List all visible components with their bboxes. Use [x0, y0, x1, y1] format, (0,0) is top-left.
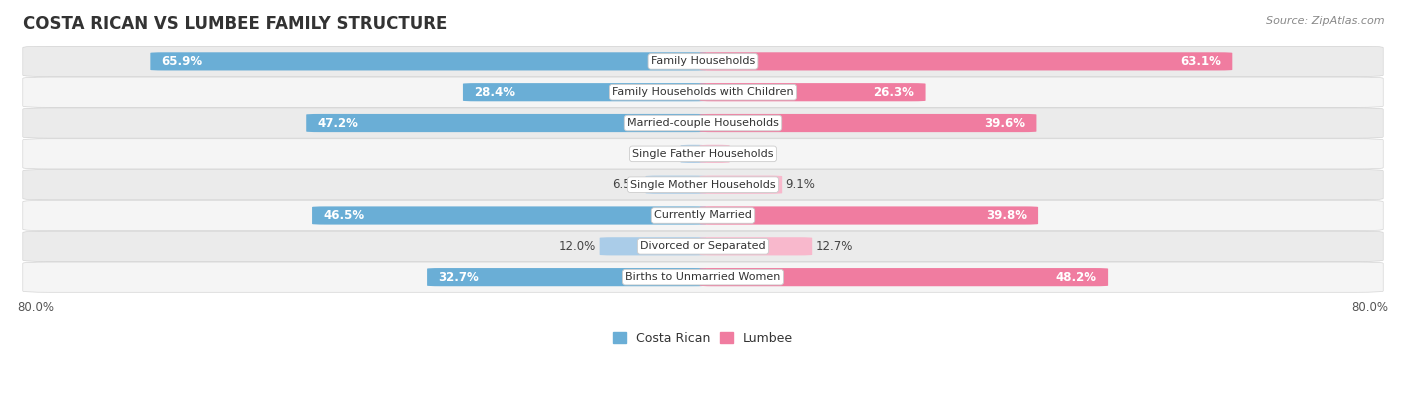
FancyBboxPatch shape	[700, 83, 925, 101]
Text: 48.2%: 48.2%	[1056, 271, 1097, 284]
FancyBboxPatch shape	[681, 145, 706, 163]
Text: 26.3%: 26.3%	[873, 86, 914, 99]
FancyBboxPatch shape	[22, 46, 1384, 77]
FancyBboxPatch shape	[22, 169, 1384, 200]
Text: Divorced or Separated: Divorced or Separated	[640, 241, 766, 251]
Text: Source: ZipAtlas.com: Source: ZipAtlas.com	[1267, 16, 1385, 26]
FancyBboxPatch shape	[22, 77, 1384, 107]
Text: Currently Married: Currently Married	[654, 211, 752, 220]
FancyBboxPatch shape	[312, 207, 706, 225]
FancyBboxPatch shape	[700, 52, 1232, 70]
FancyBboxPatch shape	[427, 268, 706, 286]
Text: 6.5%: 6.5%	[613, 178, 643, 191]
Legend: Costa Rican, Lumbee: Costa Rican, Lumbee	[613, 332, 793, 345]
Text: Family Households with Children: Family Households with Children	[612, 87, 794, 97]
FancyBboxPatch shape	[700, 176, 782, 194]
FancyBboxPatch shape	[599, 237, 706, 256]
FancyBboxPatch shape	[700, 268, 1108, 286]
FancyBboxPatch shape	[463, 83, 706, 101]
Text: 12.7%: 12.7%	[815, 240, 853, 253]
Text: 9.1%: 9.1%	[786, 178, 815, 191]
FancyBboxPatch shape	[307, 114, 706, 132]
Text: Family Households: Family Households	[651, 56, 755, 66]
FancyBboxPatch shape	[700, 114, 1036, 132]
FancyBboxPatch shape	[22, 108, 1384, 138]
FancyBboxPatch shape	[645, 176, 706, 194]
Text: 12.0%: 12.0%	[560, 240, 596, 253]
FancyBboxPatch shape	[150, 52, 706, 70]
Text: Single Father Households: Single Father Households	[633, 149, 773, 159]
FancyBboxPatch shape	[22, 139, 1384, 169]
Text: 46.5%: 46.5%	[323, 209, 364, 222]
Text: 2.3%: 2.3%	[647, 147, 678, 160]
Text: Married-couple Households: Married-couple Households	[627, 118, 779, 128]
FancyBboxPatch shape	[22, 231, 1384, 261]
Text: Single Mother Households: Single Mother Households	[630, 180, 776, 190]
Text: 65.9%: 65.9%	[162, 55, 202, 68]
Text: 2.8%: 2.8%	[733, 147, 763, 160]
FancyBboxPatch shape	[700, 207, 1038, 225]
Text: 39.6%: 39.6%	[984, 117, 1025, 130]
FancyBboxPatch shape	[700, 145, 730, 163]
Text: 39.8%: 39.8%	[986, 209, 1026, 222]
FancyBboxPatch shape	[22, 262, 1384, 292]
FancyBboxPatch shape	[700, 237, 813, 256]
Text: Births to Unmarried Women: Births to Unmarried Women	[626, 272, 780, 282]
FancyBboxPatch shape	[22, 200, 1384, 231]
Text: 47.2%: 47.2%	[318, 117, 359, 130]
Text: 28.4%: 28.4%	[474, 86, 515, 99]
Text: 63.1%: 63.1%	[1180, 55, 1220, 68]
Text: 32.7%: 32.7%	[439, 271, 479, 284]
Text: COSTA RICAN VS LUMBEE FAMILY STRUCTURE: COSTA RICAN VS LUMBEE FAMILY STRUCTURE	[22, 15, 447, 33]
